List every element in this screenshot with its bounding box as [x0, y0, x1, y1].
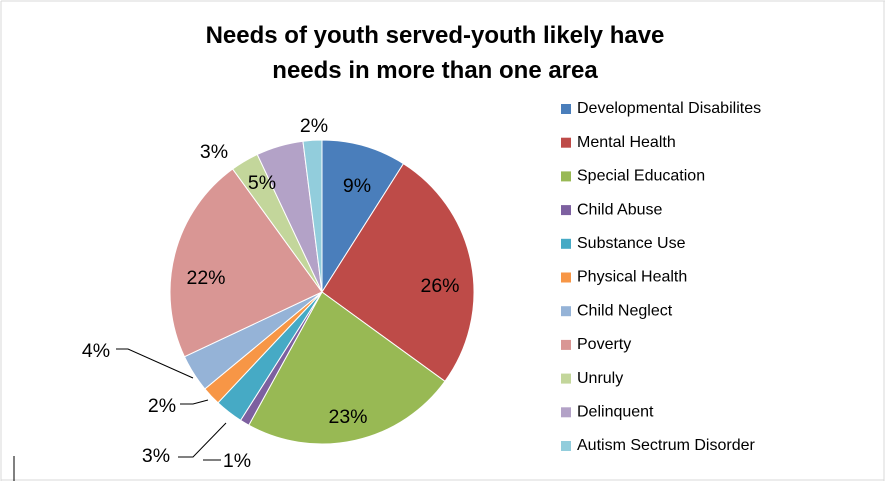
pie [169, 139, 475, 445]
legend-swatch-unruly [561, 373, 571, 384]
leader-line-child-neglect [116, 348, 194, 379]
legend-label-autism-sectrum-disorder: Autism Sectrum Disorder [577, 437, 755, 454]
leader-lines [116, 348, 227, 461]
data-label-delinquent: 5% [248, 172, 276, 194]
leader-line-physical-health [180, 399, 209, 405]
data-label-special-education: 23% [328, 406, 367, 428]
data-label-developmental-disabilites: 9% [343, 175, 371, 197]
legend-swatch-physical-health [561, 272, 571, 283]
pie-slice-autism-sectrum-disorder [302, 139, 323, 293]
data-labels: 9% 26% 23% 1% 3% 2% 4% 22% 3% 5% 2% [82, 115, 460, 472]
legend-swatch-autism-sectrum-disorder [561, 441, 571, 451]
data-label-autism-sectrum-disorder: 2% [300, 115, 328, 137]
legend-swatch-mental-health [561, 137, 571, 148]
pie-slice-mental-health [321, 162, 475, 383]
legend-swatch-substance-use [561, 238, 571, 249]
legend-label-poverty: Poverty [577, 336, 631, 353]
legend-swatch-special-education [561, 171, 571, 182]
chart-title-line-2: needs in more than one area [272, 57, 598, 84]
legend-label-delinquent: Delinquent [577, 404, 654, 421]
pie-slice-special-education [248, 291, 446, 445]
data-label-physical-health: 2% [148, 395, 176, 417]
legend-label-child-neglect: Child Neglect [577, 302, 673, 319]
chart-title-line-1: Needs of youth served-youth likely have [206, 22, 665, 49]
legend-label-physical-health: Physical Health [577, 269, 687, 286]
data-label-child-neglect: 4% [82, 340, 110, 362]
legend-swatch-child-abuse [561, 205, 571, 216]
pie-slice-developmental-disabilites [321, 139, 405, 294]
legend-label-developmental-disabilites: Developmental Disabilites [577, 100, 761, 117]
legend: Developmental Disabilites Mental Health Sp… [561, 100, 761, 454]
data-label-poverty: 22% [186, 267, 225, 289]
data-label-unruly: 3% [200, 141, 228, 163]
legend-swatch-delinquent [561, 407, 571, 418]
data-label-mental-health: 26% [420, 275, 459, 297]
legend-swatch-developmental-disabilites [561, 104, 571, 114]
legend-label-child-abuse: Child Abuse [577, 201, 662, 218]
leader-line-substance-use [178, 422, 227, 458]
pie-slice-poverty [169, 168, 323, 358]
data-label-child-abuse: 1% [223, 450, 251, 472]
legend-label-unruly: Unruly [577, 370, 623, 387]
legend-label-substance-use: Substance Use [577, 235, 686, 252]
legend-label-special-education: Special Education [577, 168, 705, 185]
data-label-substance-use: 3% [142, 445, 170, 467]
legend-swatch-child-neglect [561, 306, 571, 317]
legend-label-mental-health: Mental Health [577, 134, 676, 151]
legend-swatch-poverty [561, 339, 571, 350]
